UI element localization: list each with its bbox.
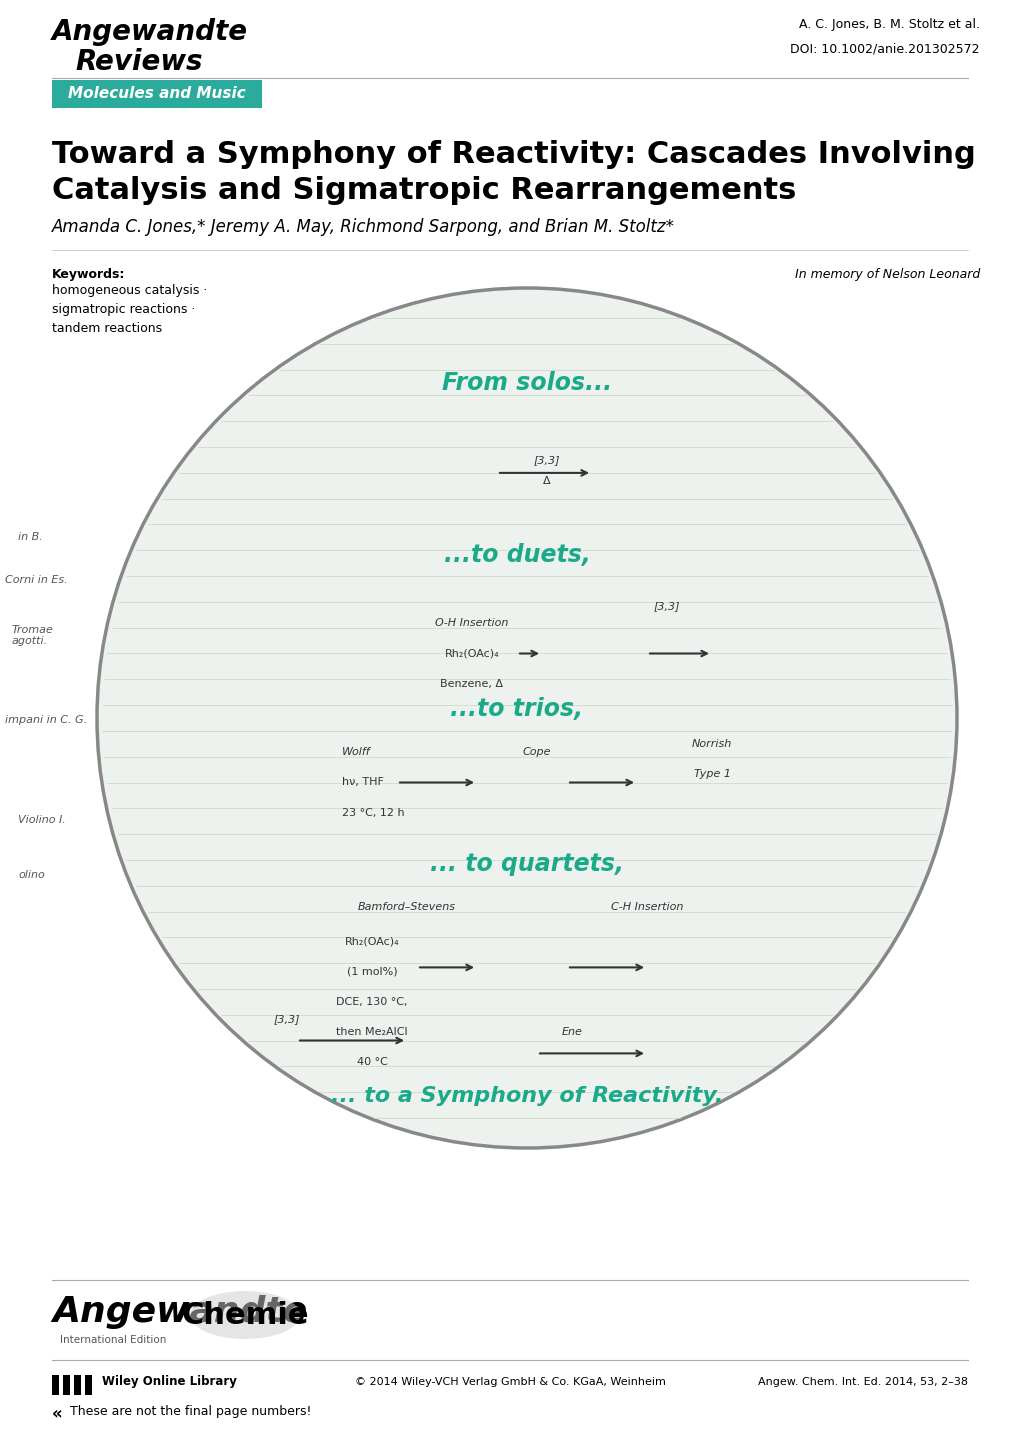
Text: Keywords:: Keywords: [52,268,125,281]
Text: Wolff: Wolff [341,747,370,757]
Text: Amanda C. Jones,* Jeremy A. May, Richmond Sarpong, and Brian M. Stoltz*: Amanda C. Jones,* Jeremy A. May, Richmon… [52,218,675,236]
Text: Tromae: Tromae [12,624,54,634]
Text: Cope: Cope [523,747,550,757]
Text: 23 °C, 12 h: 23 °C, 12 h [341,808,405,818]
Bar [74,1376,81,1394]
Text: olino: olino [18,870,45,880]
Text: impani in C. G.: impani in C. G. [5,715,87,725]
Text: These are not the final page numbers!: These are not the final page numbers! [70,1405,311,1417]
Text: ... to a Symphony of Reactivity.: ... to a Symphony of Reactivity. [330,1086,722,1106]
Text: O-H Insertion: O-H Insertion [435,619,508,629]
Text: Chemie: Chemie [181,1301,309,1330]
Text: Δ: Δ [543,476,550,486]
Text: Rh₂(OAc)₄: Rh₂(OAc)₄ [344,937,398,946]
Text: Catalysis and Sigmatropic Rearrangements: Catalysis and Sigmatropic Rearrangements [52,176,796,205]
Text: International Edition: International Edition [60,1335,166,1345]
Text: Ene: Ene [561,1027,582,1037]
Text: ... to quartets,: ... to quartets, [430,852,624,877]
Text: Angewandte: Angewandte [52,17,248,46]
Text: Wiley Online Library: Wiley Online Library [102,1376,236,1389]
Text: C-H Insertion: C-H Insertion [610,903,683,913]
Text: DOI: 10.1002/anie.201302572: DOI: 10.1002/anie.201302572 [790,42,979,55]
Text: «: « [52,1405,63,1423]
Text: Violino I.: Violino I. [18,815,65,825]
Text: Norrish: Norrish [691,738,732,748]
Text: homogeneous catalysis ·
sigmatropic reactions ·
tandem reactions: homogeneous catalysis · sigmatropic reac… [52,284,207,335]
Text: Corni in Es.: Corni in Es. [5,575,67,585]
Text: Angew. Chem. Int. Ed. 2014, 53, 2–38: Angew. Chem. Int. Ed. 2014, 53, 2–38 [757,1377,967,1387]
Text: In memory of Nelson Leonard: In memory of Nelson Leonard [794,268,979,281]
Text: [3,3]: [3,3] [273,1014,300,1024]
Bar [63,1376,70,1394]
Text: Angewandte: Angewandte [52,1295,307,1330]
Text: A. C. Jones, B. M. Stoltz et al.: A. C. Jones, B. M. Stoltz et al. [798,17,979,30]
Text: Molecules and Music: Molecules and Music [68,87,246,101]
FancyBboxPatch shape [52,79,262,108]
Text: Toward a Symphony of Reactivity: Cascades Involving: Toward a Symphony of Reactivity: Cascade… [52,140,975,169]
Text: Reviews: Reviews [75,48,203,76]
Text: 40 °C: 40 °C [357,1057,387,1067]
Text: ...to duets,: ...to duets, [443,542,590,567]
Text: Benzene, Δ: Benzene, Δ [440,679,503,689]
Text: Bamford–Stevens: Bamford–Stevens [358,903,455,913]
Text: in B.: in B. [18,532,43,542]
Bar [52,1376,59,1394]
Text: [3,3]: [3,3] [533,456,559,464]
Text: From solos...: From solos... [441,371,611,395]
Ellipse shape [190,1291,300,1340]
Text: [3,3]: [3,3] [653,601,680,611]
Text: Type 1: Type 1 [693,769,730,779]
Text: (1 mol%): (1 mol%) [346,966,397,976]
Text: Rh₂(OAc)₄: Rh₂(OAc)₄ [444,649,499,659]
Circle shape [97,288,956,1148]
Text: agotti.: agotti. [12,636,48,646]
Text: hν, THF: hν, THF [341,777,383,787]
Bar [85,1376,92,1394]
Text: ...to trios,: ...to trios, [450,698,583,721]
Text: then Me₂AlCl: then Me₂AlCl [336,1027,408,1037]
Text: DCE, 130 °C,: DCE, 130 °C, [336,996,408,1007]
Text: © 2014 Wiley-VCH Verlag GmbH & Co. KGaA, Weinheim: © 2014 Wiley-VCH Verlag GmbH & Co. KGaA,… [355,1377,664,1387]
